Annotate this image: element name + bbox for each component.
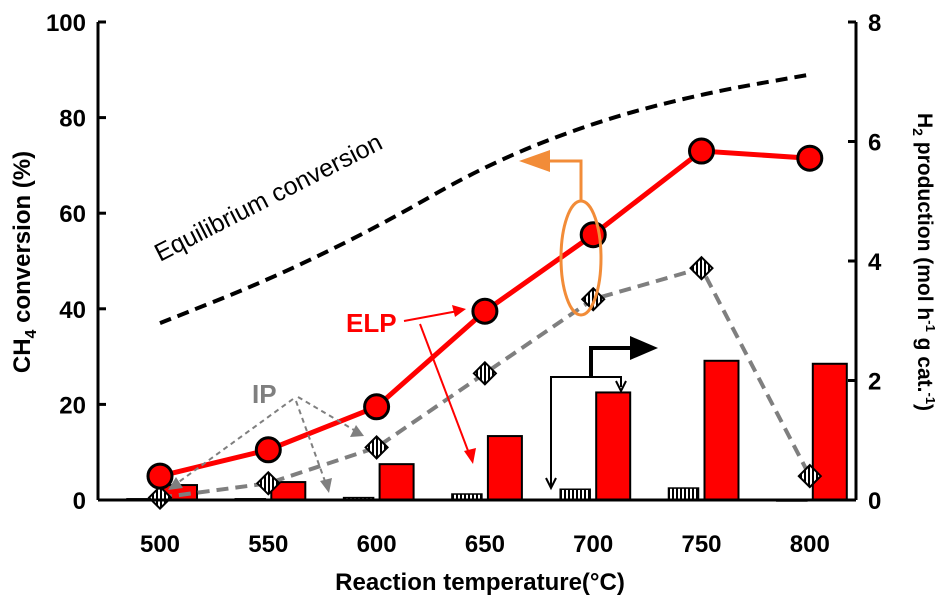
ip-pointer-2-head [320,478,332,493]
ip-annotation: IP [252,379,277,409]
elp-pointer-1-head [452,305,466,317]
elp-point [688,137,715,165]
elp-annotation: ELP [346,308,397,338]
x-tick-label: 500 [140,531,180,558]
elp-point [363,393,391,421]
right-axis-bracket [550,376,622,487]
elp-pointer-2 [419,323,471,457]
equilibrium-line [159,72,811,325]
elp-pointer-1 [403,310,459,322]
elp-bar [595,391,632,502]
y-right-tick-label: 6 [868,130,881,157]
highlight-ellipse [559,199,603,317]
x-tick-label: 550 [248,531,288,558]
y-left-tick-label: 20 [59,392,86,419]
ip-pointer-1-head [350,425,364,437]
ip-pointer-3 [175,398,294,485]
y-left-tick-label: 40 [59,297,86,324]
ip-point [580,286,606,312]
x-tick-label: 600 [357,531,397,558]
ip-point [689,255,714,281]
elp-bar [378,463,415,501]
ip-pointer-3-head [168,477,183,490]
y-axis-label-left: CH4 conversion (%) [9,151,40,373]
y-right-tick-label: 2 [868,369,881,396]
elp-point [254,436,282,464]
ip-bar [559,488,591,501]
y-right-tick-label: 0 [868,488,881,515]
left-axis-arrow [548,159,583,201]
ip-point [472,360,498,386]
ip-point [255,470,281,496]
y-left-tick-label: 0 [73,488,86,515]
y-left-tick-label: 60 [59,201,86,228]
elp-point [146,462,174,490]
ip-point [364,435,390,460]
elp-bar [811,362,848,501]
equilibrium-annotation: Equilibrium conversion [150,128,387,267]
ip-point [797,463,823,489]
elp-bar [486,435,523,502]
elp-point [471,297,499,325]
x-tick-label: 800 [790,531,830,558]
right-axis-bracket-tips [545,477,557,491]
y-right-tick-label: 8 [868,10,881,37]
y-right-tick-label: 4 [868,249,882,276]
ip-pointer-2 [295,400,327,485]
right-axis-arrowhead [630,336,658,360]
x-tick-label: 750 [681,531,721,558]
x-axis-label: Reaction temperature(°C) [335,569,625,596]
ip-point [147,485,173,511]
elp-pointer-2-head [464,448,476,464]
ip-bar [667,487,700,501]
y-axis-label-right: H2 production (mol h-1 g cat.-1) [910,113,938,411]
right-axis-arrow [589,346,632,377]
y-left-tick-label: 80 [59,106,86,133]
right-axis-bracket-tip2 [615,380,627,394]
y-left-tick-label: 100 [46,10,86,37]
elp-point [796,144,824,172]
elp-bar [703,359,740,501]
x-tick-label: 700 [573,531,613,558]
x-tick-label: 650 [465,531,505,558]
ip-pointer-1 [297,396,355,431]
left-axis-arrowhead [519,150,550,172]
